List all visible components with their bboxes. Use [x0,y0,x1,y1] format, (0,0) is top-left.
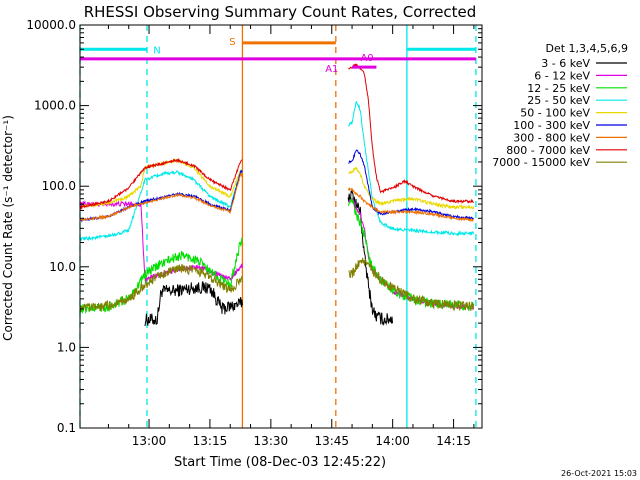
series-line [79,63,475,211]
flag-label: N [153,45,160,56]
series-line [79,101,475,242]
plot-frame [79,24,483,429]
x-tick-label: 13:00 [132,434,167,448]
flag-label: S [229,37,235,48]
flag-bars: N S A1 A0 [80,37,476,75]
x-tick-label: 13:15 [193,434,228,448]
x-tick-label: 13:45 [314,434,349,448]
legend-entry: 800 - 7000 keV [506,144,590,157]
x-tick-label: 14:00 [375,434,410,448]
legend-entry: 3 - 6 keV [541,57,590,70]
series-lines [79,63,475,327]
x-tick-label: 14:15 [436,434,471,448]
y-tick-label: 0.1 [57,421,76,435]
y-tick-label: 100.0 [42,179,76,193]
legend-entry: 7000 - 15000 keV [492,156,590,169]
series-line [79,197,475,315]
y-axis-label: Corrected Count Rate (s⁻¹ detector⁻¹) [1,115,15,341]
flag-label: A1 [325,64,338,75]
legend-entry: 50 - 100 keV [520,107,590,120]
series-line [79,158,475,210]
x-tick-label: 13:30 [254,434,289,448]
date-stamp: 26-Oct-2021 15:03 [561,469,637,478]
legend-title: Det 1,3,4,5,6,9 [545,42,628,55]
x-axis-label: Start Time (08-Dec-03 12:45:22) [174,455,386,470]
y-tick-label: 10.0 [49,260,76,274]
y-tick-label: 1.0 [57,340,76,354]
legend-entry: 300 - 800 keV [513,131,590,144]
series-line [79,257,475,314]
legend-entry: 12 - 25 keV [527,82,590,95]
y-tick-label: 1000.0 [34,99,76,113]
legend-entry: 6 - 12 keV [534,69,590,82]
time-markers [79,25,477,428]
chart-title: RHESSI Observing Summary Count Rates, Co… [84,3,477,21]
y-tick-label: 10000.0 [26,18,76,32]
flag-label: A0 [360,53,373,64]
legend-entry: 25 - 50 keV [527,94,590,107]
axes: 0.1 1.0 10.0 100.0 1000.0 10000.0 13:00 13:15 13… [26,18,483,448]
legend-entry: 100 - 300 keV [513,119,590,132]
series-line [79,172,474,222]
